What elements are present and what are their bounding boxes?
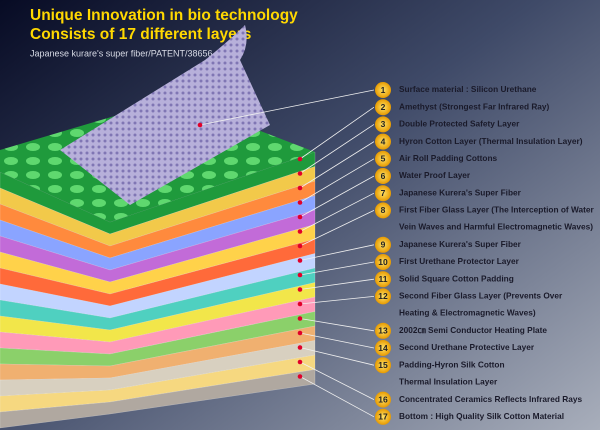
number-badge: [375, 133, 391, 150]
leader-line: [299, 158, 375, 203]
leader-dot: [297, 301, 303, 307]
leader-line: [299, 361, 375, 400]
layer-label: Surface material : Silicon Urethane: [399, 84, 537, 94]
leader-line: [299, 141, 375, 189]
leader-line: [299, 278, 375, 290]
leader-dot: [297, 272, 303, 278]
layer-label: Amethyst (Strongest Far Infrared Ray): [399, 101, 550, 111]
number-badge: [375, 391, 391, 408]
leader-line: [299, 332, 375, 349]
labels: 1 Surface material : Silicon Urethane 2 Ame…: [197, 82, 594, 425]
number-badge: [375, 408, 391, 425]
leader-line: [299, 106, 375, 160]
layer-stripe: [0, 369, 316, 429]
layer-number: 1: [381, 85, 386, 95]
subtitle: Japanese kurare's super fiber/PATENT/386…: [30, 48, 212, 58]
layer-label: Second Fiber Glass Layer (Prevents Over: [399, 291, 563, 301]
leader-dot: [297, 214, 303, 220]
layer-label: Second Urethane Protective Layer: [399, 342, 535, 352]
layer-label: First Urethane Protector Layer: [399, 256, 520, 266]
leader-dot: [297, 200, 303, 205]
layer-number: 12: [378, 291, 388, 301]
layer-stack: [0, 151, 316, 429]
leader-line: [299, 210, 375, 247]
leader-dot: [297, 359, 303, 365]
layer-label: Heating & Electromagnetic Waves): [399, 308, 536, 318]
layer-label: First Fiber Glass Layer (The Interceptio…: [399, 205, 594, 215]
layer-label: 2002㎝ Semi Conductor Heating Plate: [399, 325, 547, 335]
number-badge: [375, 271, 391, 288]
layer-label: Bottom : High Quality Silk Cotton Materi…: [399, 411, 564, 421]
layer-label: Air Roll Padding Cottons: [399, 153, 498, 163]
leader-dot: [297, 185, 303, 191]
leader-line: [299, 296, 375, 305]
layer-number: 3: [381, 119, 386, 129]
layer-number: 14: [378, 343, 388, 353]
layer-label: Thermal Insulation Layer: [399, 376, 498, 386]
layer-number: 9: [381, 240, 386, 250]
layer-number: 11: [379, 274, 388, 284]
layer-number: 7: [381, 188, 386, 198]
leader-dot: [297, 229, 303, 234]
leader-line: [299, 261, 375, 276]
leader-line: [299, 192, 375, 232]
number-badge: [375, 340, 391, 356]
leader-dot: [297, 374, 303, 379]
leader-line: [299, 347, 375, 366]
layer-label: Padding-Hyron Silk Cotton: [399, 359, 505, 369]
leader-line: [299, 376, 375, 418]
leader-dot: [297, 258, 303, 263]
layer-label: Water Proof Layer: [399, 170, 471, 180]
title: Consists of 17 different layers: [30, 26, 251, 43]
layer-number: 8: [381, 205, 386, 215]
layer-label: Japanese Kurera's Super Fiber: [399, 239, 522, 249]
leader-line: [199, 89, 375, 126]
leader-line: [299, 124, 375, 174]
number-badge: [375, 254, 391, 270]
number-badge: [375, 99, 391, 116]
leader-dot: [297, 287, 303, 292]
layer-number: 2: [381, 102, 386, 112]
layer-number: 15: [378, 360, 388, 370]
layer-label: Hyron Cotton Layer (Thermal Insulation L…: [399, 136, 583, 146]
leader-dot: [297, 156, 303, 162]
number-badge: [375, 288, 391, 305]
layer-number: 5: [381, 154, 386, 164]
layer-number: 4: [381, 136, 386, 146]
leader-dot: [297, 345, 303, 350]
leader-line: [299, 244, 375, 261]
layer-number: 6: [381, 171, 386, 181]
layer-number: 10: [378, 257, 388, 267]
number-badge: [375, 202, 391, 219]
layer-number: 16: [378, 394, 388, 404]
leader-dot: [297, 171, 303, 176]
leader-line: [299, 175, 375, 218]
layer-number: 13: [378, 326, 388, 336]
number-badge: [375, 150, 391, 167]
number-badge: [375, 116, 391, 133]
layer-label: Vein Waves and Harmful Electromagnetic W…: [399, 222, 593, 232]
title: Unique Innovation in bio technology: [30, 7, 298, 24]
leader-line: [299, 318, 375, 332]
layer-label: Concentrated Ceramics Reflects Infrared …: [399, 394, 582, 404]
number-badge: [375, 168, 391, 184]
leader-dot: [297, 243, 303, 249]
number-badge: [375, 185, 391, 202]
layer-label: Solid Square Cotton Padding: [399, 273, 514, 283]
number-badge: [375, 236, 391, 253]
leader-dot: [297, 330, 303, 336]
leader-dot: [197, 122, 203, 128]
leader-dot: [297, 316, 303, 321]
number-badge: [375, 322, 391, 339]
layer-label: Japanese Kurera's Super Fiber: [399, 187, 522, 197]
layer-number: 17: [378, 412, 388, 422]
layer-label: Double Protected Safety Layer: [399, 119, 520, 129]
number-badge: [375, 357, 391, 374]
surface-sheet: [60, 25, 270, 205]
number-badge: [375, 82, 391, 98]
